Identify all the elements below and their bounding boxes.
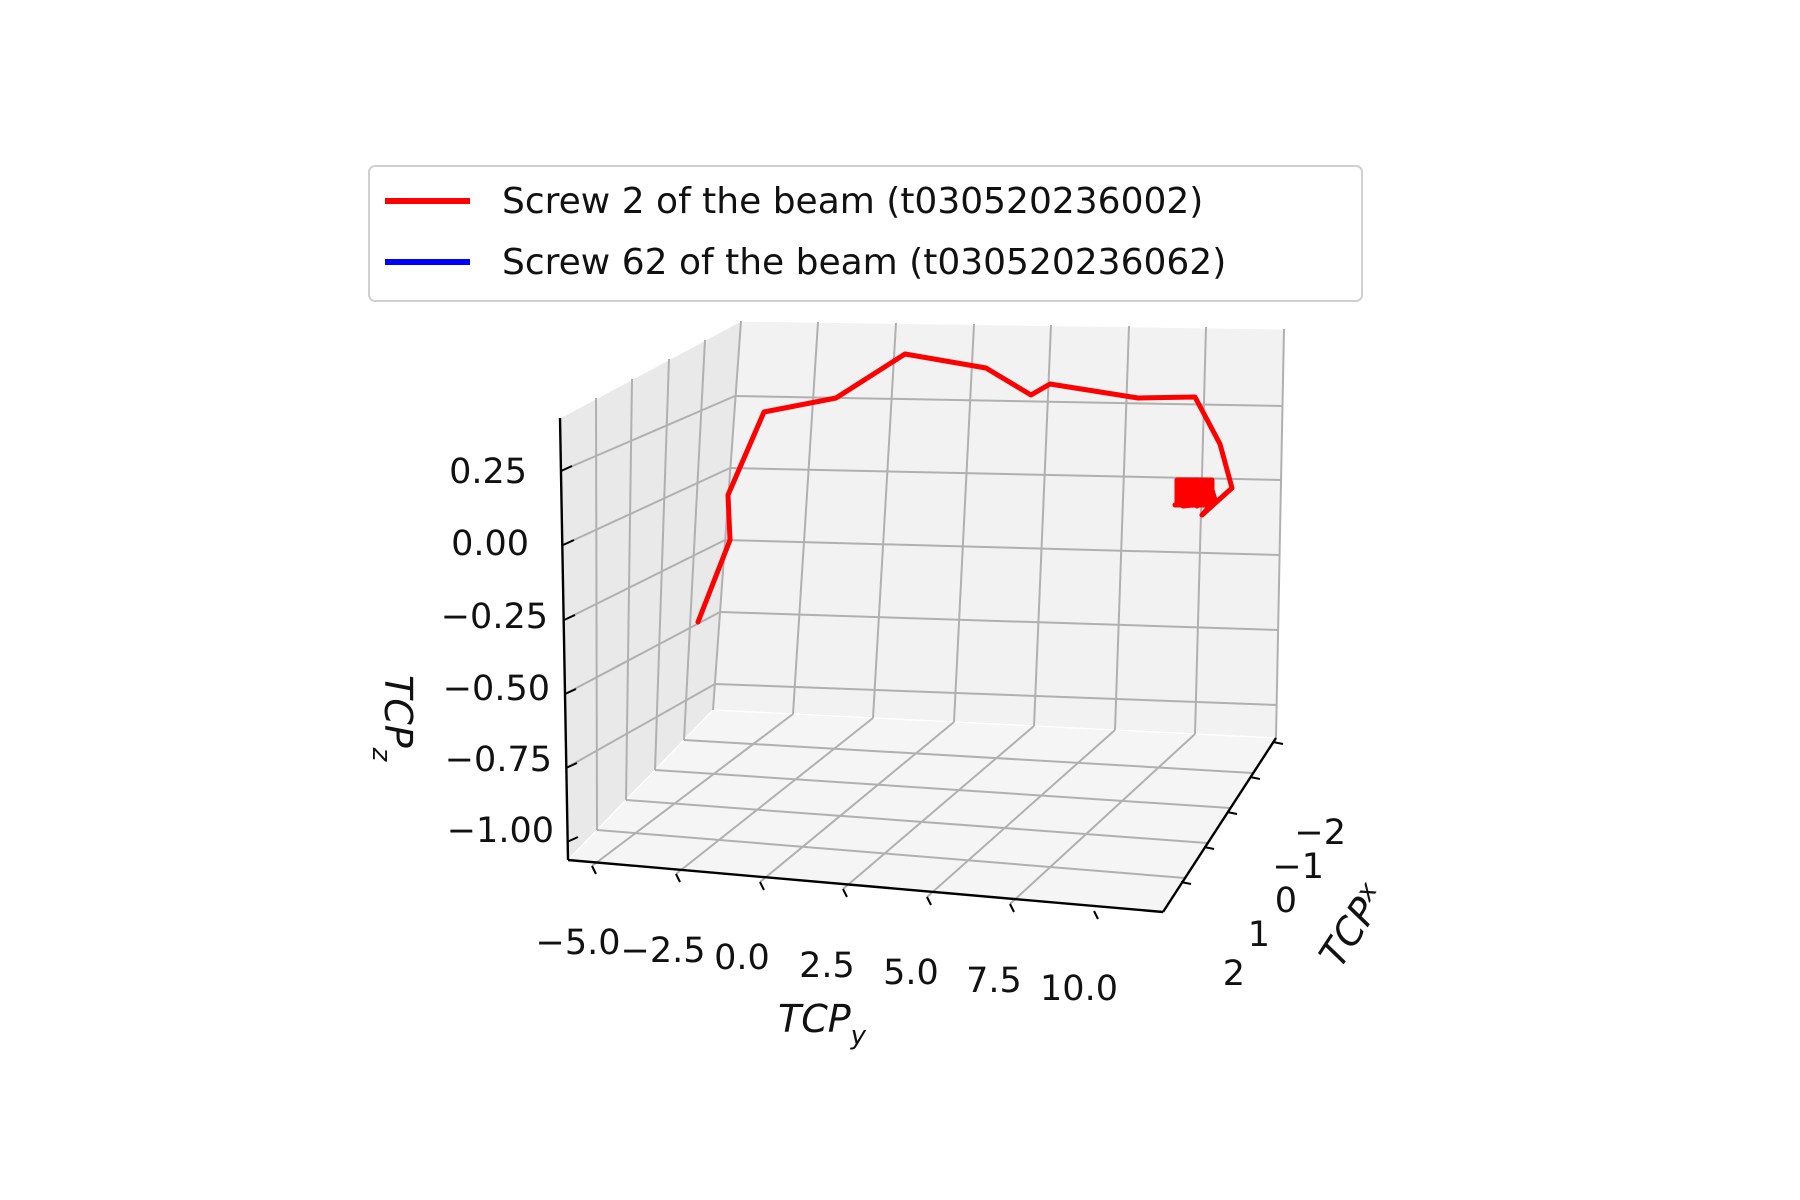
z-tick-label: 0.25 xyxy=(449,452,527,492)
x-tick-label: 0 xyxy=(1275,881,1297,921)
series-line-screw-2 xyxy=(695,351,1235,625)
z-tick-label: −0.25 xyxy=(441,597,548,637)
x-axis-label: TCPx xyxy=(1311,877,1396,975)
x-tick-labels: −2 −1 0 1 2 xyxy=(1223,813,1346,994)
legend-label-screw-62: Screw 62 of the beam (t030520236062) xyxy=(502,242,1226,283)
back-pane-yz xyxy=(712,320,1285,739)
z-tick-label: 0.00 xyxy=(451,524,529,564)
tick-marks xyxy=(560,465,1284,920)
y-tick-label: 10.0 xyxy=(1040,969,1118,1009)
legend-box xyxy=(368,165,1363,302)
z-tick-label: −1.00 xyxy=(447,811,554,851)
z-tick-label: −0.50 xyxy=(443,669,550,709)
y-tick-label: 0.0 xyxy=(714,938,770,978)
z-axis-line xyxy=(558,417,570,861)
z-tick-label: −0.75 xyxy=(445,740,552,780)
y-axis-label: TCPy xyxy=(778,997,867,1051)
y-tick-label: 7.5 xyxy=(966,961,1022,1001)
y-tick-label: 2.5 xyxy=(799,946,855,986)
axes-panes xyxy=(559,319,1285,913)
y-tick-label: −5.0 xyxy=(536,923,621,963)
legend: Screw 2 of the beam (t030520236002) Scre… xyxy=(368,165,1363,302)
y-axis-line xyxy=(567,858,1164,914)
series-paths xyxy=(695,351,1235,625)
y-tick-label: −2.5 xyxy=(621,931,706,971)
x-tick-label: 2 xyxy=(1223,954,1245,994)
legend-label-screw-2: Screw 2 of the beam (t030520236002) xyxy=(502,181,1203,222)
x-tick-label: −2 xyxy=(1294,813,1346,853)
x-tick-label: −1 xyxy=(1272,847,1324,887)
z-tick-labels: 0.25 0.00 −0.25 −0.50 −0.75 −1.00 xyxy=(441,452,554,851)
z-axis-label: TCPz xyxy=(366,675,420,763)
x-tick-label: 1 xyxy=(1248,915,1270,955)
y-tick-label: 5.0 xyxy=(883,953,939,993)
y-tick-labels: −5.0 −2.5 0.0 2.5 5.0 7.5 10.0 xyxy=(536,923,1118,1009)
